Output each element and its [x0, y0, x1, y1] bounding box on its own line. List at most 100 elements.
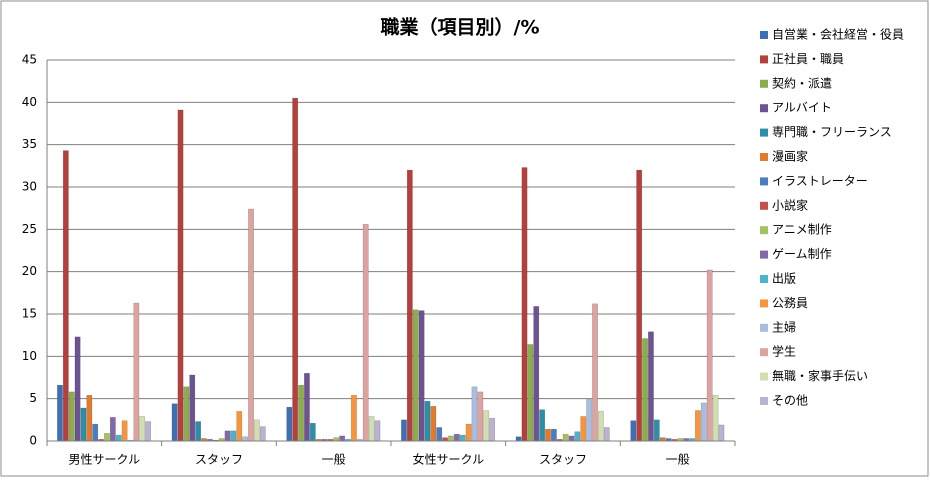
bar [304, 373, 310, 442]
legend-label: 正社員・職員 [772, 51, 844, 66]
legend-label: 専門職・フリーランス [772, 125, 892, 139]
bar [648, 331, 654, 442]
legend-label: アルバイト [772, 101, 832, 115]
bar [424, 400, 431, 442]
bar [603, 427, 610, 442]
legend-swatch [760, 177, 768, 186]
legend-swatch [760, 153, 768, 161]
bar [292, 97, 299, 442]
bar [339, 435, 346, 442]
legend-swatch [760, 201, 768, 210]
bar [453, 433, 460, 442]
bar [586, 399, 593, 442]
bar [86, 395, 93, 442]
bar [574, 431, 581, 442]
bar [580, 416, 587, 442]
bar [309, 422, 316, 442]
legend-swatch [760, 55, 768, 64]
legend-swatch [760, 299, 768, 308]
x-tick-label: 女性サークル [413, 452, 485, 467]
bar [145, 421, 151, 442]
legend-label: 漫画家 [772, 149, 808, 164]
x-tick-label: スタッフ [539, 453, 587, 467]
y-tick-label: 10 [22, 349, 37, 363]
y-tick-label: 20 [22, 264, 37, 278]
bar [189, 374, 196, 442]
legend-swatch [760, 31, 768, 39]
y-tick-label: 0 [29, 434, 37, 448]
bar [57, 384, 63, 442]
y-tick-label: 40 [22, 95, 37, 109]
bar [242, 436, 249, 442]
bar [430, 406, 437, 442]
bar [351, 395, 357, 442]
bar [259, 426, 266, 442]
bar [568, 435, 575, 442]
bar [195, 421, 202, 442]
legend-swatch [760, 226, 768, 235]
bar [489, 417, 495, 442]
bar [477, 391, 484, 442]
legend-swatch [760, 79, 768, 88]
legend-label: 公務員 [772, 296, 808, 310]
bar [74, 336, 81, 442]
bar [68, 391, 75, 442]
legend-label: ゲーム制作 [772, 247, 832, 261]
bar [121, 420, 128, 442]
y-tick-label: 35 [22, 137, 37, 151]
bar [104, 433, 110, 442]
x-tick-label: 男性サークル [69, 453, 141, 467]
bar [653, 419, 660, 442]
legend-label: アニメ制作 [772, 223, 832, 237]
legend-swatch [760, 397, 768, 405]
bar [436, 427, 443, 442]
bar [636, 169, 643, 442]
bar [718, 424, 725, 442]
legend-swatch [760, 323, 768, 332]
legend-label: 契約・派遣 [772, 75, 832, 90]
legend-label: その他 [772, 394, 808, 408]
legend-label: 自営業・会社経営・役員 [772, 27, 904, 42]
bar [539, 409, 546, 442]
bar [550, 428, 557, 442]
bar [642, 338, 648, 442]
bar [712, 395, 719, 442]
bar [230, 430, 237, 442]
legend-label: 無職・家事手伝い [772, 368, 868, 383]
y-tick-label: 15 [22, 307, 37, 321]
y-tick-label: 5 [29, 391, 37, 405]
bar [659, 437, 666, 442]
bar [515, 436, 522, 442]
chart-title: 職業（項目別）/% [381, 16, 540, 39]
bar [598, 411, 604, 442]
bar [171, 403, 178, 442]
bar [521, 167, 528, 442]
bar [368, 416, 375, 442]
bar [562, 433, 569, 442]
bar [133, 302, 140, 442]
y-tick-label: 25 [22, 222, 37, 236]
x-tick-label: スタッフ [195, 453, 243, 467]
bar [362, 224, 369, 442]
bar [471, 386, 478, 442]
legend-label: 主婦 [772, 319, 796, 334]
legend-swatch [760, 372, 768, 381]
bar [62, 150, 69, 442]
bar [465, 423, 472, 442]
legend-label: 小説家 [772, 197, 808, 212]
bar [533, 306, 540, 442]
bar [286, 406, 293, 442]
bar [333, 437, 340, 442]
bar [545, 428, 551, 442]
bar [700, 402, 707, 442]
bar [236, 411, 243, 442]
x-tick-label: 一般 [322, 452, 346, 467]
bar [80, 407, 87, 442]
legend-label: 学生 [772, 344, 796, 359]
x-tick-label: 一般 [666, 452, 690, 467]
bar [92, 423, 99, 442]
legend-swatch [760, 250, 768, 259]
bar [177, 109, 184, 442]
